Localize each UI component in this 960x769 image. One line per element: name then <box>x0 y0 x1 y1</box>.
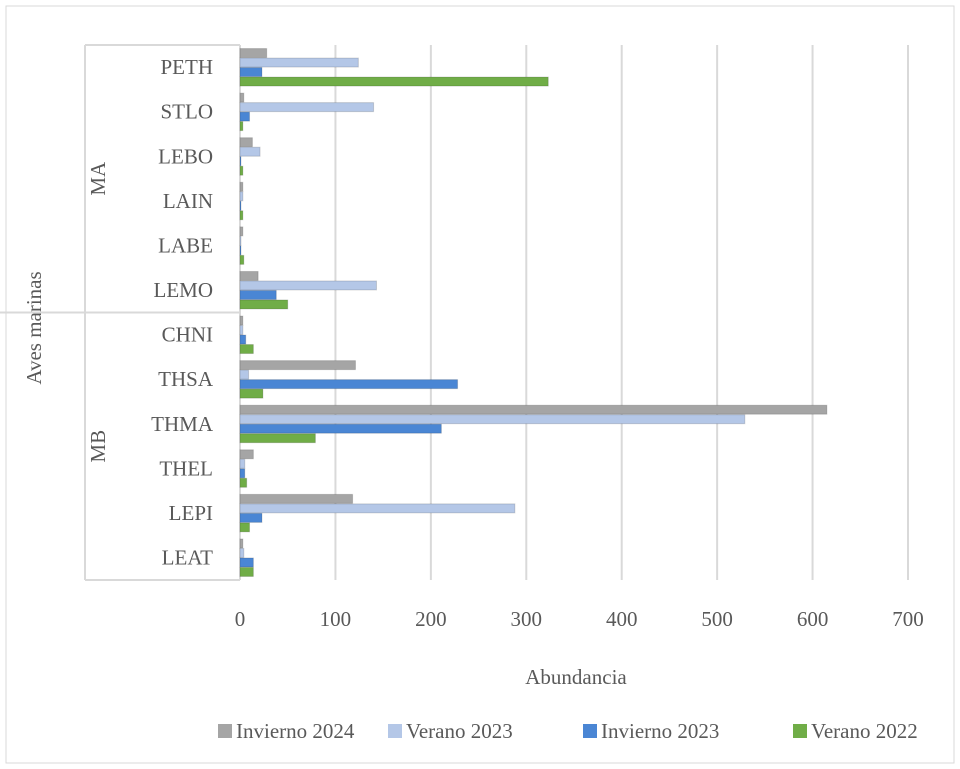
bar <box>239 191 244 202</box>
y-tick-label: LEAT <box>162 546 213 570</box>
bar <box>239 325 244 336</box>
x-tick-label: 100 <box>320 607 352 631</box>
y-tick-label: THEL <box>159 456 213 480</box>
legend-label: Verano 2022 <box>811 719 918 743</box>
bar <box>239 146 261 157</box>
bar <box>239 468 246 479</box>
y-tick-label: THMA <box>151 412 214 436</box>
bar <box>239 92 245 103</box>
bar <box>239 404 828 415</box>
legend-label: Invierno 2023 <box>601 719 719 743</box>
y-tick-label: LAIN <box>163 189 213 213</box>
bar <box>239 360 356 371</box>
bar <box>239 538 244 549</box>
bar <box>239 388 264 399</box>
bar <box>239 181 244 192</box>
x-tick-label: 700 <box>892 607 924 631</box>
y-tick-label: PETH <box>161 55 214 79</box>
bar <box>239 289 277 300</box>
x-tick-label: 200 <box>415 607 447 631</box>
bar <box>239 280 377 291</box>
bar <box>239 503 516 514</box>
legend-swatch <box>388 724 402 738</box>
y-tick-label: STLO <box>161 100 214 124</box>
bar <box>239 245 242 256</box>
legend-swatch <box>793 724 807 738</box>
group-label: MA <box>86 161 110 196</box>
bar <box>239 156 242 167</box>
bar <box>239 102 375 113</box>
bar <box>239 137 253 148</box>
bar <box>239 121 244 132</box>
x-tick-label: 300 <box>511 607 543 631</box>
x-tick-label: 0 <box>235 607 246 631</box>
bar <box>239 557 254 568</box>
bar <box>239 423 442 434</box>
bar <box>239 449 254 460</box>
bar <box>239 200 242 211</box>
bar <box>239 226 244 237</box>
bar <box>239 210 244 221</box>
bar <box>239 433 316 444</box>
legend-swatch <box>218 724 232 738</box>
bar <box>239 67 263 78</box>
bar <box>239 235 242 246</box>
bar <box>239 165 244 176</box>
bar <box>239 566 254 577</box>
bar <box>239 369 250 380</box>
group-label: MB <box>86 430 110 463</box>
x-tick-label: 600 <box>797 607 829 631</box>
bar <box>239 458 246 469</box>
legend-label: Invierno 2024 <box>236 719 355 743</box>
y-tick-label: THSA <box>158 367 214 391</box>
y-axis-title: Aves marinas <box>22 271 46 384</box>
bar <box>239 522 251 533</box>
bar <box>239 547 245 558</box>
chart-frame <box>5 5 955 764</box>
bar <box>239 270 259 281</box>
x-tick-label: 500 <box>701 607 733 631</box>
legend-label: Verano 2023 <box>406 719 513 743</box>
y-tick-label: LABE <box>158 233 213 257</box>
bar <box>239 57 359 68</box>
bar <box>239 493 354 504</box>
y-tick-label: LEMO <box>154 278 214 302</box>
bar <box>239 344 254 355</box>
y-tick-label: LEBO <box>158 144 213 168</box>
bar <box>239 111 251 122</box>
bar <box>239 254 245 265</box>
bar <box>239 414 746 425</box>
bar <box>239 299 289 310</box>
bar <box>239 477 248 488</box>
x-axis-title: Abundancia <box>525 665 627 689</box>
legend-swatch <box>583 724 597 738</box>
bar <box>239 334 247 345</box>
bar <box>239 379 459 390</box>
bar <box>239 76 549 87</box>
bar <box>239 512 263 523</box>
x-tick-label: 400 <box>606 607 638 631</box>
bar <box>239 48 268 59</box>
y-tick-label: LEPI <box>169 501 213 525</box>
bar <box>239 315 244 326</box>
y-tick-label: CHNI <box>162 323 213 347</box>
